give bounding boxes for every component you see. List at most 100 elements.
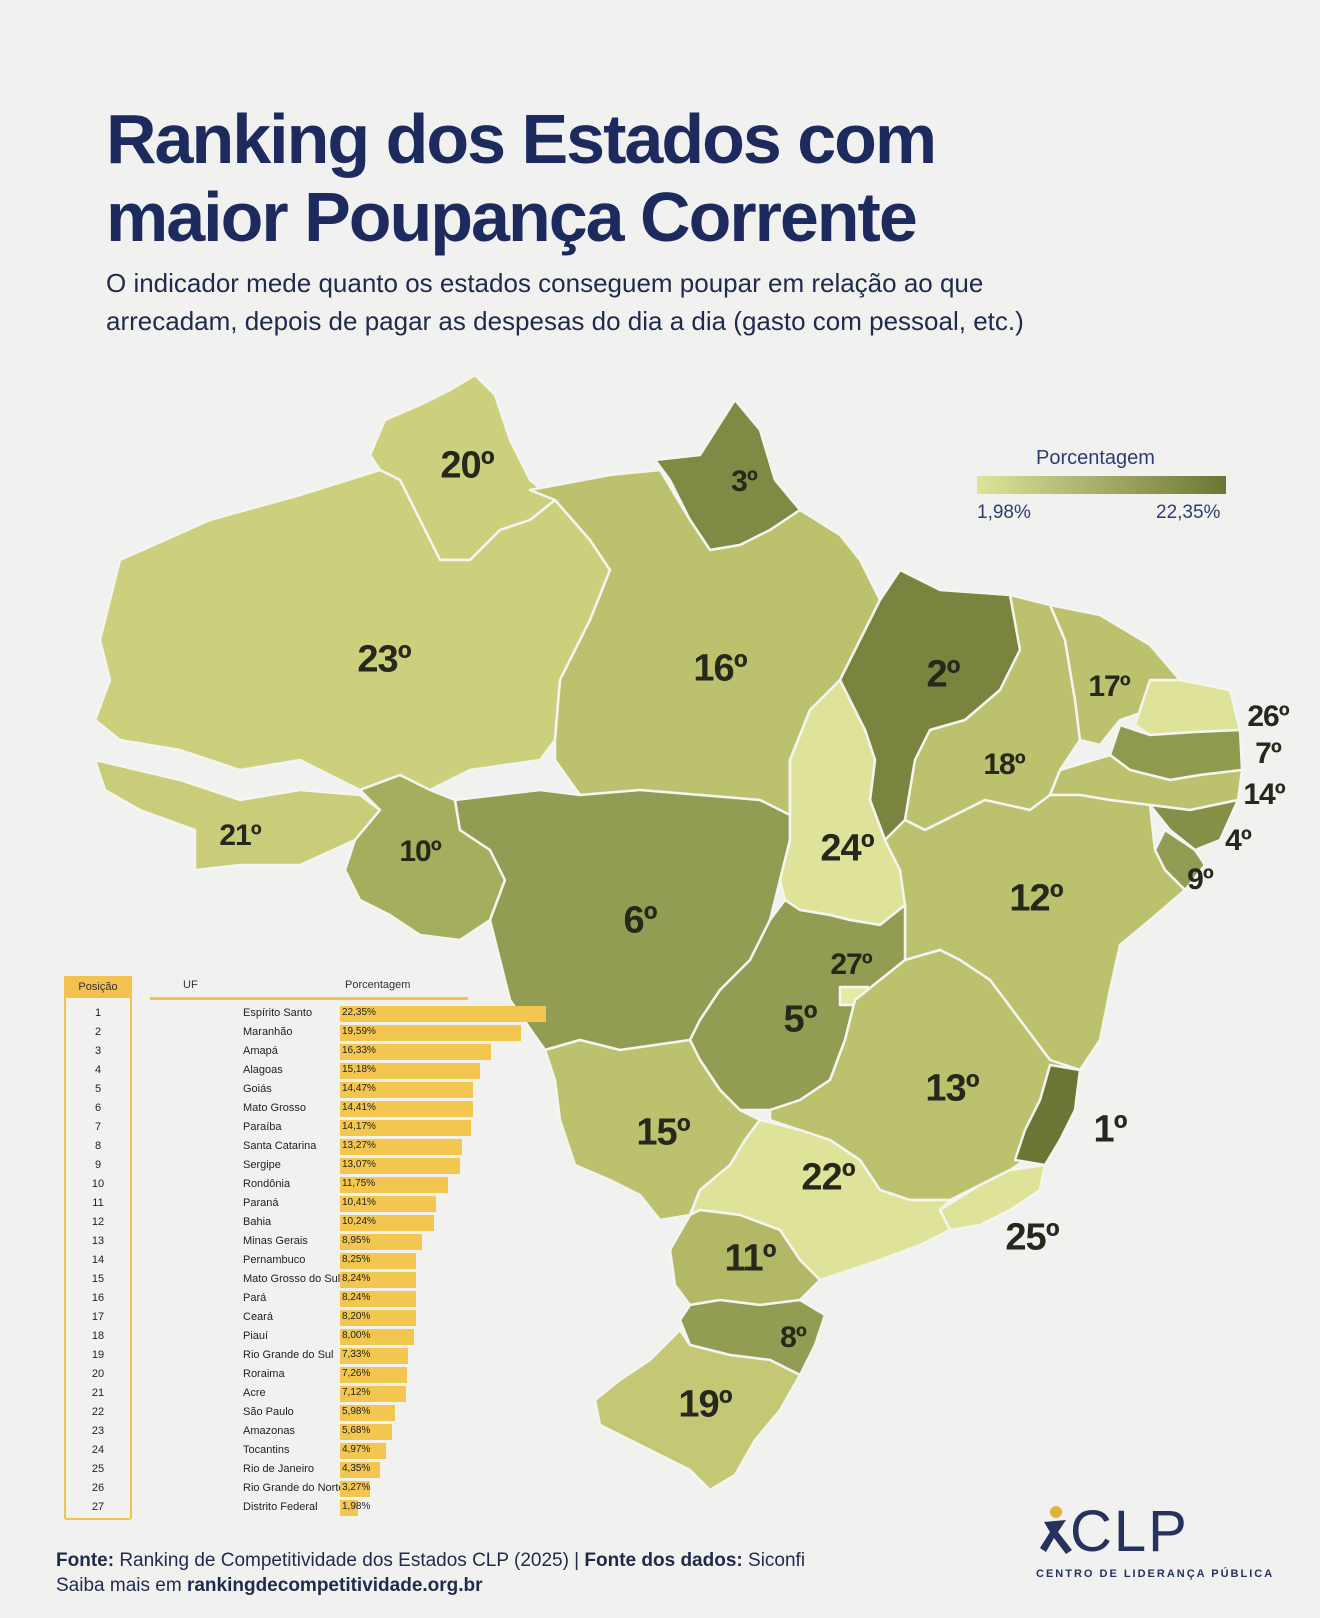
row-percentage-bar <box>340 1272 416 1288</box>
map-label-rio-de-janeiro: 25º <box>1005 1216 1059 1259</box>
row-state-name: Amazonas <box>243 1425 295 1437</box>
row-position: 12 <box>91 1216 105 1228</box>
row-position: 9 <box>94 1159 102 1171</box>
row-percentage-value: 7,33% <box>342 1349 371 1360</box>
source-text: Ranking de Competitividade dos Estados C… <box>119 1550 580 1571</box>
row-percentage-value: 10,24% <box>342 1216 376 1227</box>
row-state-name: Rio de Janeiro <box>243 1463 314 1475</box>
row-state-name: Paraíba <box>243 1121 282 1133</box>
row-position: 16 <box>91 1292 105 1304</box>
row-percentage-bar <box>340 1006 546 1022</box>
clp-logo-icon <box>1040 1506 1072 1554</box>
map-label-santa-catarina: 8º <box>780 1321 807 1354</box>
state-rio-grande-do-norte[interactable] <box>1133 678 1242 737</box>
map-label-para: 16º <box>693 647 747 690</box>
row-position: 25 <box>91 1463 105 1475</box>
clp-logo-text: CLP <box>1070 1499 1189 1564</box>
row-percentage-value: 19,59% <box>342 1026 376 1037</box>
row-state-name: Piauí <box>243 1330 269 1342</box>
row-percentage-bar <box>340 1367 407 1383</box>
row-percentage-value: 8,25% <box>342 1254 371 1265</box>
row-percentage-bar <box>340 1386 406 1402</box>
subtitle-line-1: O indicador mede quanto os estados conse… <box>106 268 984 298</box>
row-position: 24 <box>91 1444 105 1456</box>
row-percentage-value: 8,00% <box>342 1330 371 1341</box>
page-subtitle: O indicador mede quanto os estados conse… <box>106 264 1256 340</box>
row-percentage-value: 1,98% <box>342 1501 371 1512</box>
row-percentage-value: 14,41% <box>342 1102 376 1113</box>
row-percentage-value: 8,20% <box>342 1311 371 1322</box>
map-label-sergipe: 9º <box>1187 863 1214 896</box>
table-row: 2 Maranhão 19,59% <box>64 1024 521 1043</box>
state-acre[interactable] <box>93 758 382 872</box>
row-percentage-bar <box>340 1158 460 1174</box>
state-amazonas[interactable] <box>93 468 612 792</box>
row-percentage-bar <box>340 1500 358 1516</box>
table-row: 17 Ceará 8,20% <box>64 1309 504 1328</box>
state-rio-grande-do-sul[interactable] <box>593 1328 802 1492</box>
row-percentage-value: 8,95% <box>342 1235 371 1246</box>
row-position: 3 <box>94 1045 102 1057</box>
table-row: 11 Paraná 10,41% <box>64 1195 504 1214</box>
row-state-name: Paraná <box>243 1197 279 1209</box>
row-percentage-bar <box>340 1462 380 1478</box>
state-sao-paulo[interactable] <box>688 1118 952 1282</box>
table-row: 20 Roraima 7,26% <box>64 1366 504 1385</box>
map-label-amapa: 3º <box>731 465 758 498</box>
map-label-bahia: 12º <box>1009 877 1063 920</box>
row-percentage-bar <box>340 1329 414 1345</box>
row-state-name: Rio Grande do Norte <box>243 1482 345 1494</box>
row-position: 2 <box>94 1026 102 1038</box>
website-link[interactable]: rankingdecompetitividade.org.br <box>186 1575 483 1596</box>
row-position: 27 <box>91 1501 105 1513</box>
clp-logo-subtitle: CENTRO DE LIDERANÇA PÚBLICA <box>1036 1568 1275 1580</box>
legend-min-label: 1,98% <box>977 502 1031 523</box>
row-percentage-bar <box>340 1120 471 1136</box>
row-percentage-value: 16,33% <box>342 1045 376 1056</box>
map-label-minas-gerais: 13º <box>925 1067 979 1110</box>
row-position: 18 <box>91 1330 105 1342</box>
row-state-name: Minas Gerais <box>243 1235 308 1247</box>
row-state-name: Amapá <box>243 1045 278 1057</box>
table-row: 3 Amapá 16,33% <box>64 1043 504 1062</box>
row-percentage-bar <box>340 1044 491 1060</box>
row-percentage-bar <box>340 1082 473 1098</box>
map-label-roraima: 20º <box>440 444 494 487</box>
map-label-amazonas: 23º <box>357 638 411 681</box>
row-percentage-value: 11,75% <box>342 1178 376 1189</box>
row-percentage-bar <box>340 1215 434 1231</box>
source-label: Fonte: <box>56 1550 115 1571</box>
map-label-parana: 11º <box>724 1237 776 1280</box>
row-percentage-bar <box>340 1405 395 1421</box>
table-row: 27 Distrito Federal 1,98% <box>64 1499 504 1518</box>
state-alagoas[interactable] <box>1148 798 1240 852</box>
map-label-maranhao: 2º <box>926 653 960 696</box>
map-label-paraiba: 7º <box>1255 737 1282 770</box>
row-position: 13 <box>91 1235 105 1247</box>
table-row: 21 Acre 7,12% <box>64 1385 504 1404</box>
table-header-uf: UF <box>183 979 198 991</box>
table-row: 10 Rondônia 11,75% <box>64 1176 504 1195</box>
legend-title: Porcentagem <box>1036 447 1155 469</box>
row-percentage-value: 13,07% <box>342 1159 376 1170</box>
row-position: 8 <box>94 1140 102 1152</box>
row-state-name: Acre <box>243 1387 266 1399</box>
map-label-alagoas: 4º <box>1225 824 1252 857</box>
row-state-name: Bahia <box>243 1216 272 1228</box>
table-header-divider <box>150 997 468 1000</box>
data-source-text: Siconfi <box>748 1550 806 1571</box>
row-percentage-value: 7,26% <box>342 1368 371 1379</box>
state-rondonia[interactable] <box>343 773 507 942</box>
row-percentage-value: 4,97% <box>342 1444 371 1455</box>
row-state-name: Pernambuco <box>243 1254 306 1266</box>
map-label-goias: 5º <box>783 998 817 1041</box>
map-label-ceara: 17º <box>1088 670 1130 703</box>
row-percentage-bar <box>340 1101 473 1117</box>
source-footer: Fonte: Ranking de Competitividade dos Es… <box>56 1548 805 1598</box>
title-line-1: Ranking dos Estados com <box>106 100 937 178</box>
row-percentage-value: 8,24% <box>342 1273 371 1284</box>
table-row: 19 Rio Grande do Sul 7,33% <box>64 1347 504 1366</box>
map-label-tocantins: 24º <box>820 827 874 870</box>
row-percentage-value: 22,35% <box>342 1007 376 1018</box>
